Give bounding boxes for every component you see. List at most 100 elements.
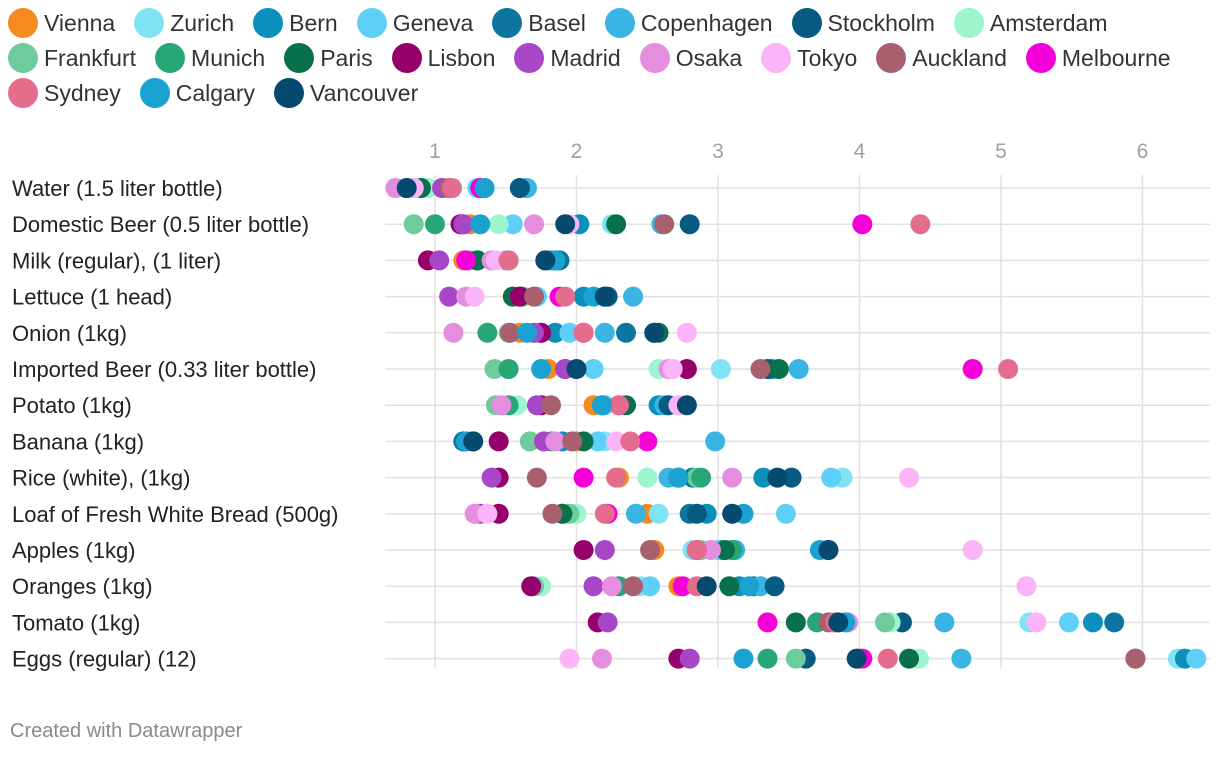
data-point-calgary [516,322,537,343]
legend-item-copenhagen: Copenhagen [604,8,773,38]
data-point-vancouver [828,612,849,633]
data-point-tokyo [559,648,580,669]
legend-label: Basel [528,9,586,36]
data-point-madrid [679,648,700,669]
data-point-vancouver [644,322,665,343]
data-point-basel [616,322,637,343]
row-label: Lettuce (1 head) [12,285,172,310]
data-point-munich [498,359,519,379]
legend-label: Vancouver [309,79,419,106]
x-tick-label: 4 [854,140,866,163]
data-point-geneva [1186,648,1207,669]
data-point-geneva [640,576,661,597]
legend-label: Geneva [392,9,474,36]
data-point-madrid [594,540,615,560]
data-point-geneva [502,214,523,235]
legend-item-geneva: Geneva [356,8,474,38]
data-point-sydney [441,178,462,198]
data-point-madrid [429,250,450,271]
legend-item-auckland: Auckland [876,43,1007,73]
data-point-tokyo [899,467,920,488]
legend-item-sydney: Sydney [8,78,121,108]
data-point-tokyo [606,431,627,452]
data-point-copenhagen [623,286,644,307]
data-point-calgary [591,395,612,416]
data-point-osaka [601,576,622,597]
data-point-sydney [686,540,707,560]
legend-swatch [1025,43,1056,73]
row-label: Domestic Beer (0.5 liter bottle) [12,212,309,237]
data-point-frankfurt [519,431,540,452]
data-point-melbourne [757,612,778,633]
data-point-lisbon [521,576,542,597]
legend-item-amsterdam: Amsterdam [953,8,1108,38]
data-point-stockholm [686,503,707,524]
data-point-melbourne [456,250,477,271]
grid-layer [385,175,1210,669]
legend-item-bern: Bern [253,8,338,38]
legend-swatch [791,8,822,38]
x-axis: 1 2 3 4 5 6 [429,140,1148,163]
row-label: Eggs (regular) (12) [12,647,197,672]
data-point-madrid [439,286,460,307]
data-point-calgary [470,214,491,235]
data-point-paris [768,359,789,379]
data-point-copenhagen [788,359,809,379]
data-point-vancouver [535,250,556,271]
legend-item-madrid: Madrid [514,43,621,73]
legend-label: Vienna [44,9,116,36]
legend-label: Osaka [675,44,743,71]
data-point-calgary [733,648,754,669]
legend-label: Auckland [912,44,1007,71]
data-point-frankfurt [874,612,895,633]
data-point-vancouver [594,286,615,307]
legend-swatch [273,78,304,108]
data-point-madrid [453,214,474,235]
data-point-paris [606,214,627,235]
legend-label: Munich [191,44,266,71]
legend-swatch [139,78,170,108]
data-point-vancouver [396,178,417,198]
data-point-melbourne [573,467,594,488]
data-point-osaka [591,648,612,669]
legend-swatch [761,43,792,73]
legend-swatch [639,43,670,73]
data-point-geneva [775,503,796,524]
legend-swatch [155,43,186,73]
data-point-paris [899,648,920,669]
data-point-tokyo [676,322,697,343]
data-point-calgary [474,178,495,198]
legend-swatch [876,43,907,73]
data-point-copenhagen [625,503,646,524]
data-point-geneva [1058,612,1079,633]
row-label: Banana (1kg) [12,429,144,454]
row-label: Imported Beer (0.33 liter bottle) [12,357,316,382]
data-point-auckland [499,322,520,343]
data-point-zurich [710,359,731,379]
row-label: Rice (white), (1kg) [12,466,190,491]
data-point-sydney [620,431,641,452]
legend-swatch [8,43,38,73]
data-point-vancouver [846,648,867,669]
legend-item-basel: Basel [492,8,586,38]
legend-swatch [253,8,284,38]
legend-item-vancouver: Vancouver [273,78,419,108]
data-point-auckland [654,214,675,235]
dot-plot-chart: 1 2 3 4 5 6 Water (1.5 liter bottle) Domestic … [12,140,1210,672]
legend-swatch [514,43,545,73]
legend-label: Zurich [170,9,235,36]
data-point-zurich [648,503,669,524]
data-point-copenhagen [951,648,972,669]
data-point-vancouver [722,503,743,524]
legend-item-stockholm: Stockholm [791,8,935,38]
data-point-vancouver [767,467,788,488]
data-point-geneva [821,467,842,488]
data-point-bern [1082,612,1103,633]
data-point-osaka [524,214,545,235]
data-point-munich [691,467,712,488]
data-point-sydney [877,648,898,669]
data-point-stockholm [679,214,700,235]
data-point-auckland [541,395,562,416]
data-point-madrid [481,467,502,488]
data-point-auckland [1125,648,1146,669]
